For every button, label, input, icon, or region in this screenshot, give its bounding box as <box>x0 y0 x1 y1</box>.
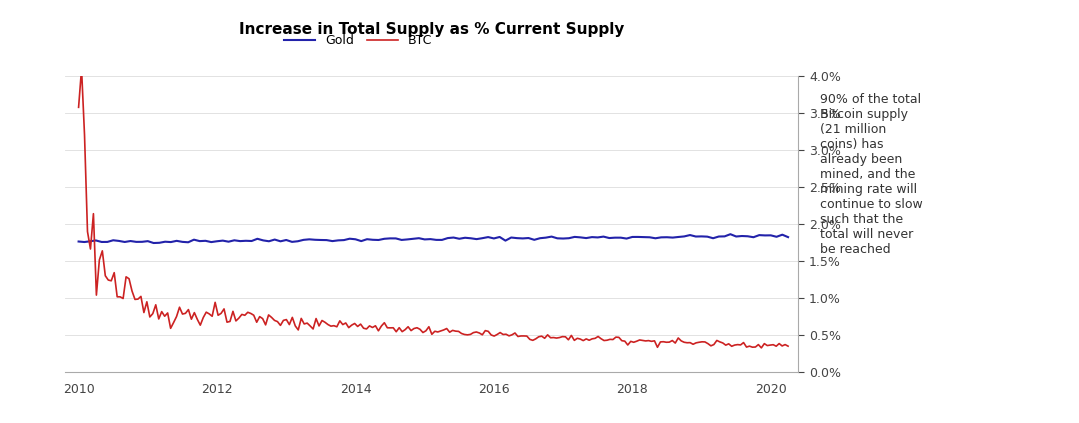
Gold <box>210 239 223 244</box>
BTC <box>72 105 85 110</box>
Gold <box>724 232 737 237</box>
BTC <box>105 278 118 283</box>
Text: Increase in Total Supply as % Current Supply: Increase in Total Supply as % Current Su… <box>238 22 625 37</box>
Legend: Gold, BTC: Gold, BTC <box>279 29 437 52</box>
BTC <box>76 66 88 71</box>
Line: BTC: BTC <box>79 69 788 348</box>
Gold <box>147 241 160 246</box>
Gold <box>78 239 91 244</box>
Text: 90% of the total
Bitcoin supply
(21 million
coins) has
already been
mined, and t: 90% of the total Bitcoin supply (21 mill… <box>820 93 923 256</box>
BTC <box>315 318 328 323</box>
BTC <box>755 345 768 350</box>
BTC <box>781 343 794 349</box>
Gold <box>72 239 85 244</box>
BTC <box>734 342 747 347</box>
Gold <box>286 239 299 244</box>
Line: Gold: Gold <box>79 234 788 243</box>
BTC <box>544 335 557 340</box>
Gold <box>390 236 402 241</box>
BTC <box>123 276 136 281</box>
Gold <box>119 239 132 244</box>
BTC <box>188 310 201 315</box>
Gold <box>781 235 794 240</box>
Gold <box>488 236 501 241</box>
